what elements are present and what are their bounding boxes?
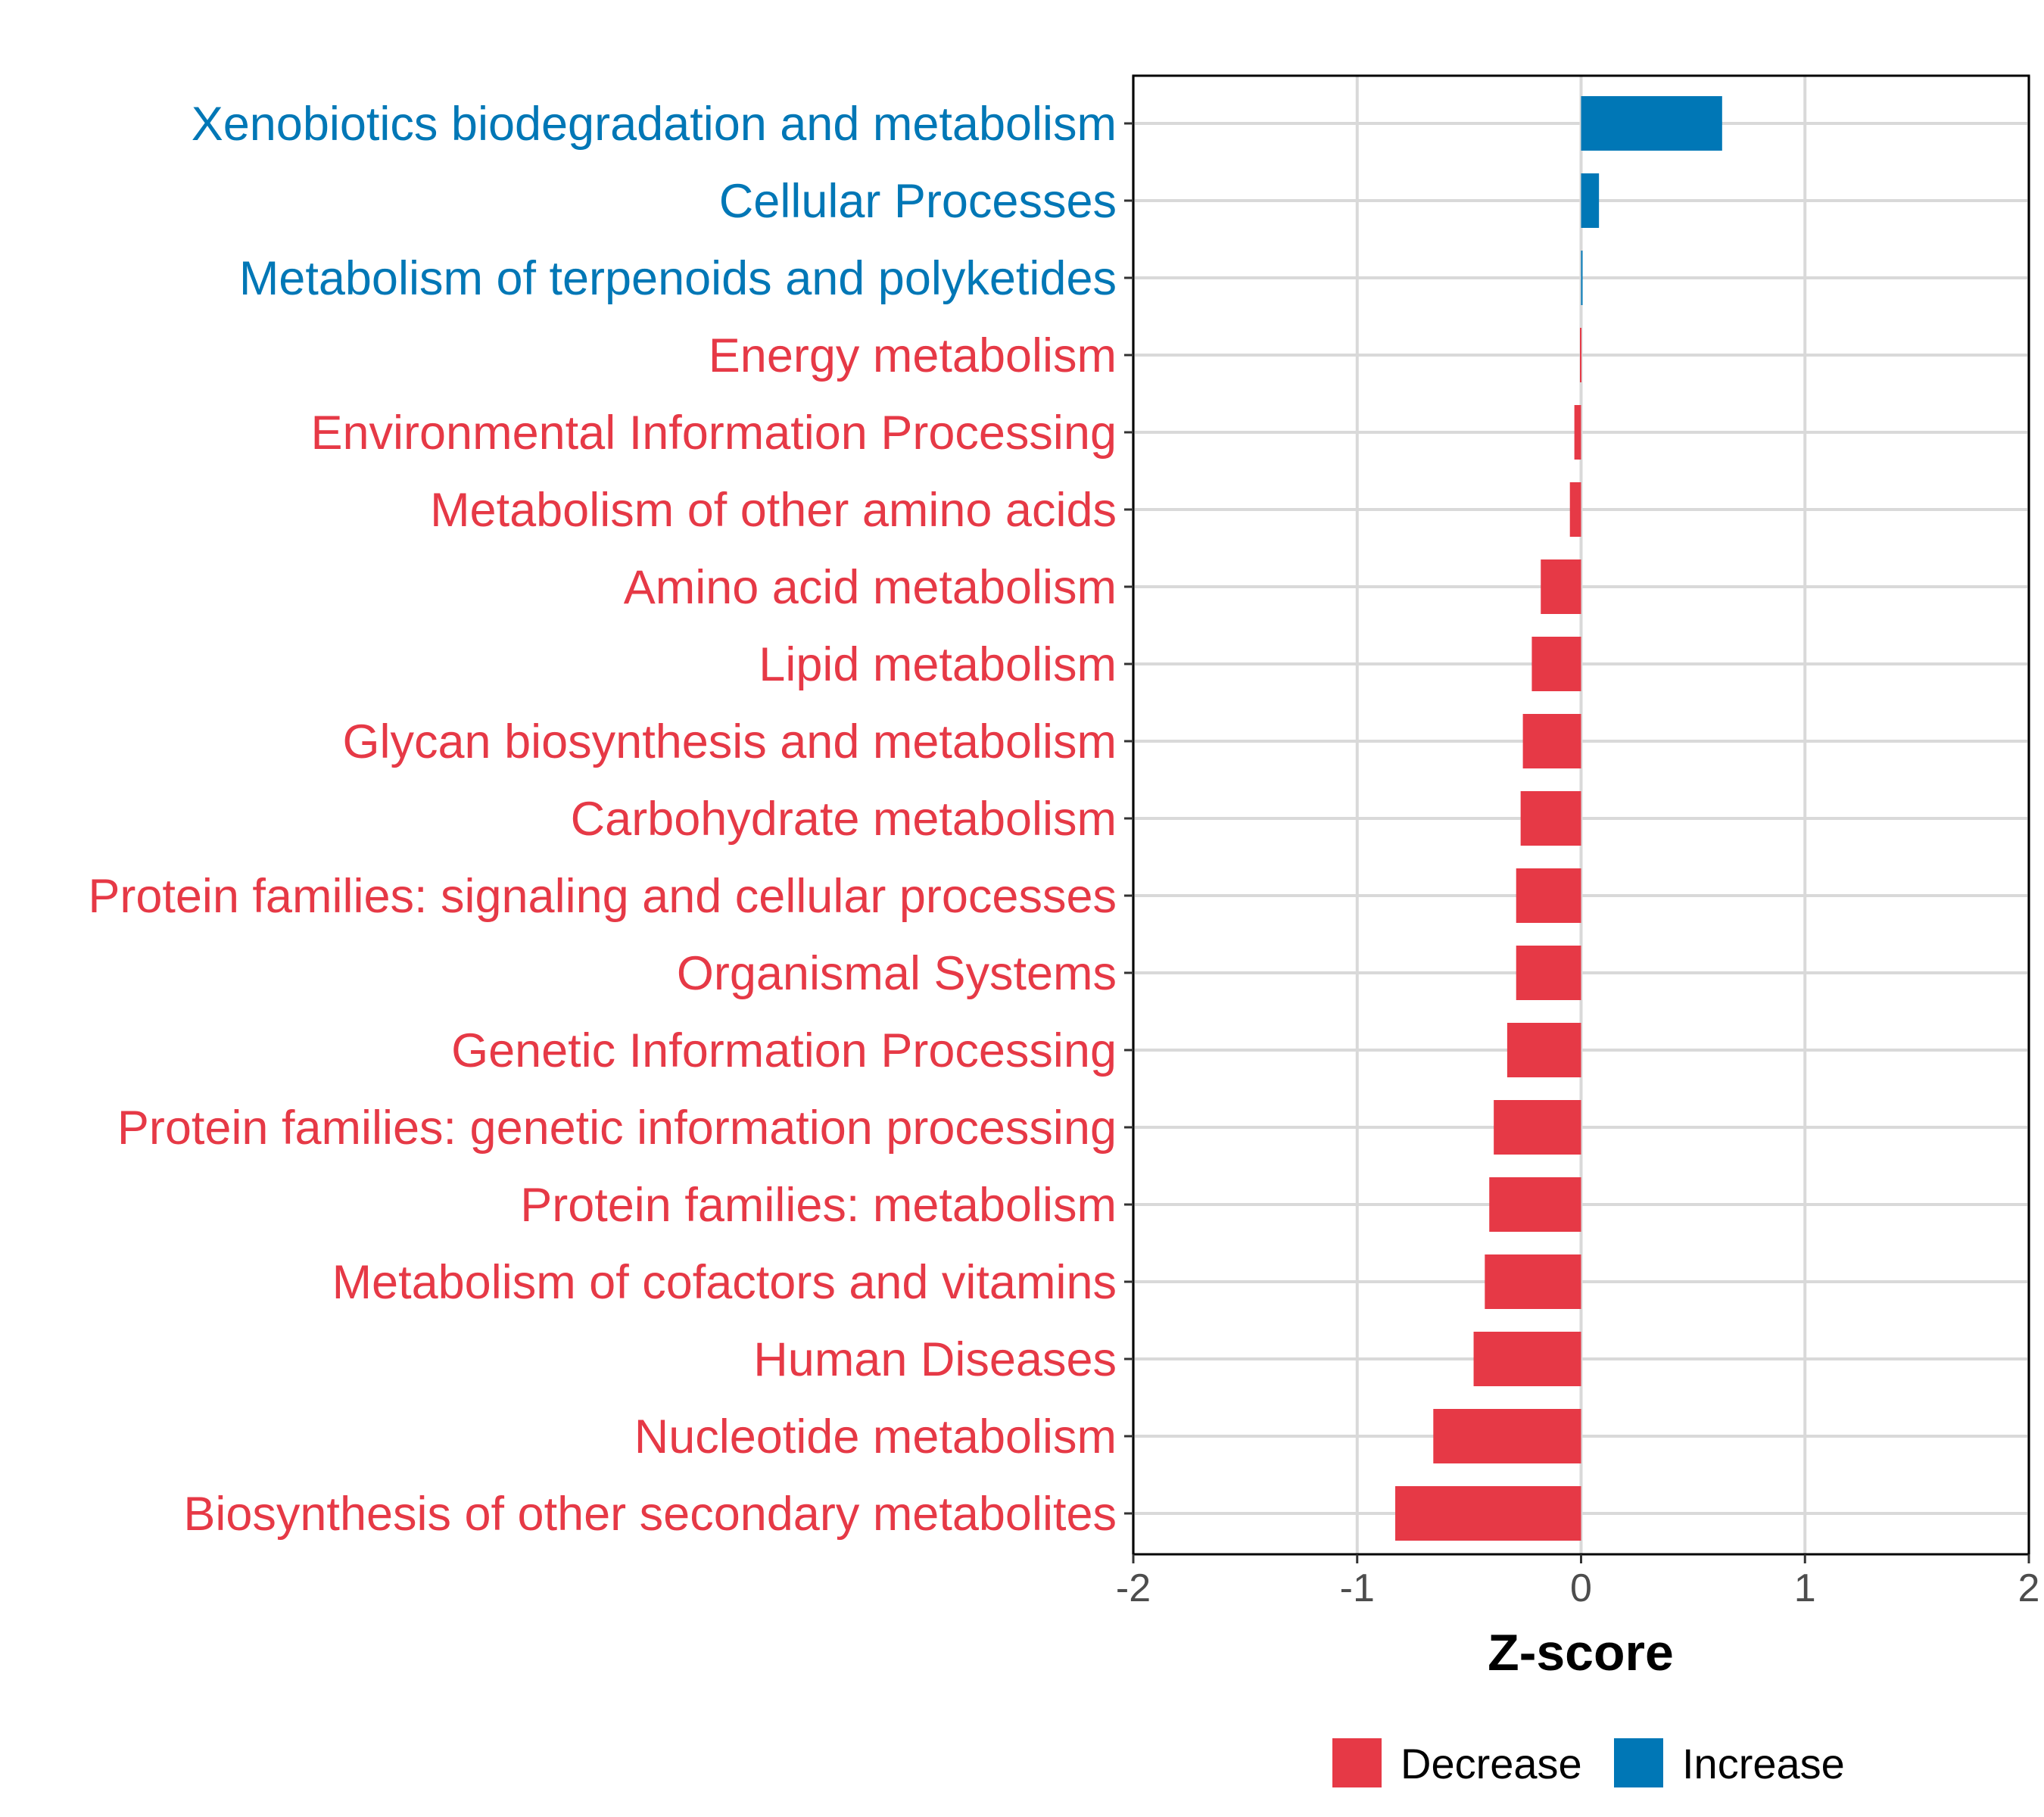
bar-10 [1516,868,1581,923]
bar-17 [1433,1409,1581,1463]
category-label-7: Lipid metabolism [759,638,1117,691]
axis-layer: -2 -1 0 1 2 [1116,122,2040,1610]
x-tick-label-3: 1 [1794,1566,1816,1610]
category-label-3: Energy metabolism [709,329,1117,382]
x-tick-label-0: -2 [1116,1566,1151,1610]
category-label-16: Human Diseases [753,1333,1117,1386]
category-label-9: Carbohydrate metabolism [571,793,1117,846]
bar-14 [1489,1177,1581,1232]
bar-11 [1516,946,1581,1000]
x-tick-label-2: 0 [1570,1566,1592,1610]
bar-6 [1541,559,1581,614]
category-label-5: Metabolism of other amino acids [430,484,1117,537]
bar-5 [1569,482,1581,537]
bar-2 [1581,251,1583,305]
category-label-18: Biosynthesis of other secondary metaboli… [183,1488,1117,1541]
bar-8 [1522,714,1581,768]
legend-label-increase: Increase [1682,1740,1845,1787]
category-label-0: Xenobiotics biodegradation and metabolis… [192,98,1117,151]
bar-7 [1531,637,1581,691]
category-labels: Xenobiotics biodegradation and metabolis… [88,98,1117,1541]
legend-swatch-increase [1614,1738,1663,1787]
category-label-15: Metabolism of cofactors and vitamins [332,1256,1117,1309]
x-tick-label-4: 2 [2018,1566,2040,1610]
category-label-12: Genetic Information Processing [451,1024,1117,1077]
legend-swatch-decrease [1332,1738,1382,1787]
legend: Decrease Increase [1332,1738,1845,1787]
category-label-17: Nucleotide metabolism [634,1410,1117,1463]
legend-label-decrease: Decrease [1401,1740,1582,1787]
bar-3 [1580,328,1582,382]
bar-1 [1581,173,1600,228]
bar-0 [1581,96,1722,151]
bar-4 [1574,405,1581,460]
category-label-14: Protein families: metabolism [520,1179,1117,1232]
x-axis-title: Z-score [1488,1624,1674,1681]
category-label-11: Organismal Systems [677,947,1117,1000]
bar-layer [1395,96,1722,1541]
bar-18 [1395,1486,1581,1541]
bar-9 [1520,791,1581,846]
category-label-4: Environmental Information Processing [310,407,1117,460]
category-label-1: Cellular Processes [719,175,1117,228]
category-label-10: Protein families: signaling and cellular… [88,870,1117,923]
bar-16 [1473,1332,1581,1386]
bar-12 [1507,1023,1581,1077]
category-label-8: Glycan biosynthesis and metabolism [343,715,1117,768]
category-label-6: Amino acid metabolism [624,561,1117,614]
x-tick-label-1: -1 [1340,1566,1375,1610]
bar-13 [1494,1100,1581,1155]
category-label-2: Metabolism of terpenoids and polyketides [239,252,1117,305]
category-label-13: Protein families: genetic information pr… [117,1102,1117,1155]
bar-15 [1485,1254,1581,1309]
